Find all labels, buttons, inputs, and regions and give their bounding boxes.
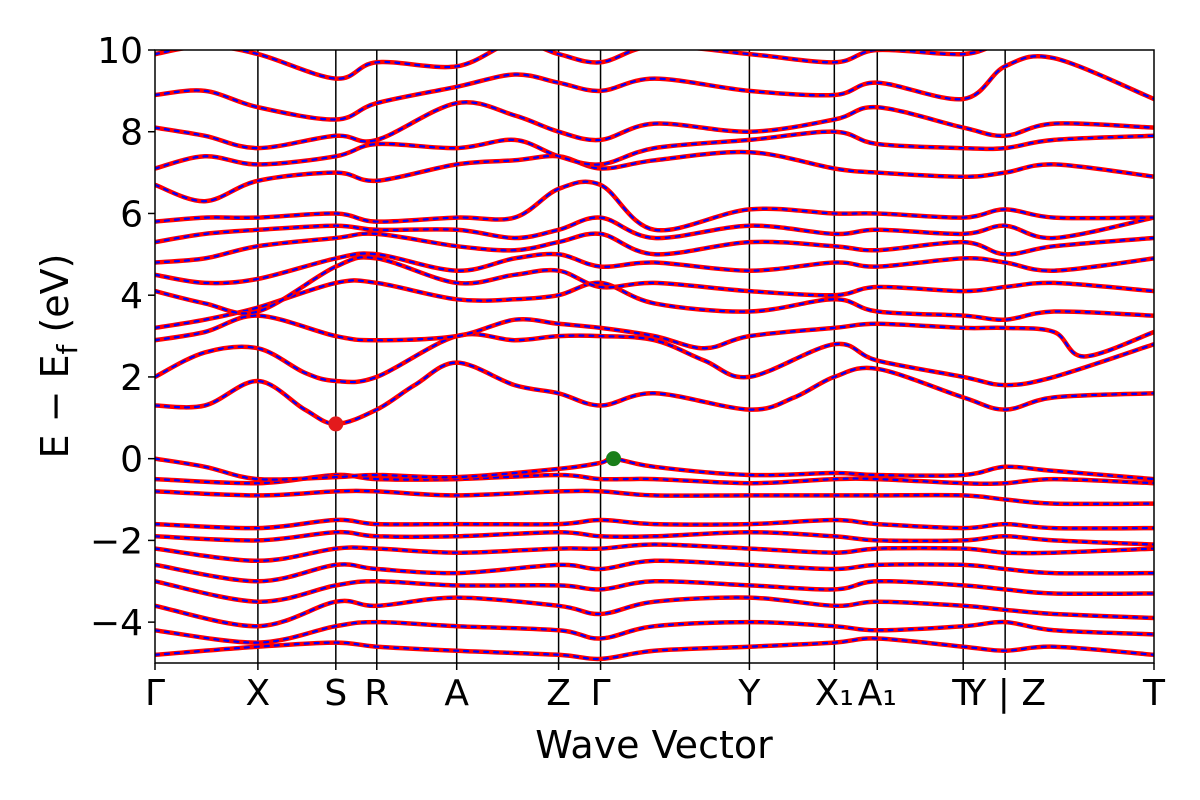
band-line-dashed (155, 130, 1154, 170)
x-tick-label: T (1142, 673, 1166, 714)
band-line-dashed (155, 150, 1154, 203)
y-tick-label: −2 (90, 521, 143, 562)
vbm-marker (606, 451, 622, 467)
y-tick-label: 4 (120, 276, 143, 317)
bands-layer (155, 50, 1154, 662)
band-line-dashed (155, 333, 1154, 387)
band-line-dashed (155, 314, 1154, 358)
band-line-dashed (155, 361, 1154, 426)
x-tick-label: Y (737, 673, 761, 714)
band-line-dashed (155, 531, 1154, 546)
band-line-dashed (155, 559, 1154, 583)
y-tick-label: 0 (120, 440, 143, 481)
band-line-dashed (155, 232, 1154, 264)
y-tick-label: 10 (97, 31, 143, 72)
x-tick-label: X₁ (815, 673, 854, 714)
y-axis-title: E − Ef (eV) (33, 254, 84, 459)
x-tick-label: A₁ (858, 673, 897, 714)
x-tick-label: Y | Z (963, 673, 1046, 714)
band-line-dashed (155, 518, 1154, 530)
x-tick-label: R (364, 673, 389, 714)
high-symmetry-lines (257, 50, 1006, 663)
band-line-dashed (155, 473, 1154, 485)
band-line-dashed (155, 216, 1154, 244)
band-line-dashed (155, 256, 1154, 315)
band-line-dashed (155, 457, 1154, 481)
band-line-dashed (155, 637, 1154, 661)
band-line-dashed (155, 620, 1154, 644)
x-tick-label: Γ (145, 673, 165, 714)
x-tick-label: T (951, 673, 975, 714)
y-tick-label: −4 (90, 603, 143, 644)
y-axis-ticks: −4 −2 0 2 4 6 8 10 (90, 31, 155, 644)
y-tick-label: 2 (120, 358, 143, 399)
band-line-dashed (155, 252, 1154, 285)
x-axis-title: Wave Vector (535, 723, 773, 767)
band-line-dashed (155, 55, 1154, 121)
band-line-dashed (155, 580, 1154, 603)
band-line-dashed (155, 596, 1154, 628)
band-line-dashed (155, 180, 1154, 232)
plot-frame (154, 49, 1155, 664)
y-tick-label: 8 (120, 113, 143, 154)
band-line-dashed (155, 489, 1154, 506)
x-tick-label: A (444, 673, 469, 714)
x-tick-label: S (324, 673, 347, 714)
band-line-dashed (155, 543, 1154, 562)
cbm-marker (328, 416, 344, 432)
x-tick-label: Z (546, 673, 571, 714)
x-tick-label: Γ (591, 673, 611, 714)
markers-layer (328, 416, 622, 467)
x-tick-label: X (246, 673, 271, 714)
y-tick-label: 6 (120, 194, 143, 235)
band-line-dashed (155, 101, 1154, 150)
